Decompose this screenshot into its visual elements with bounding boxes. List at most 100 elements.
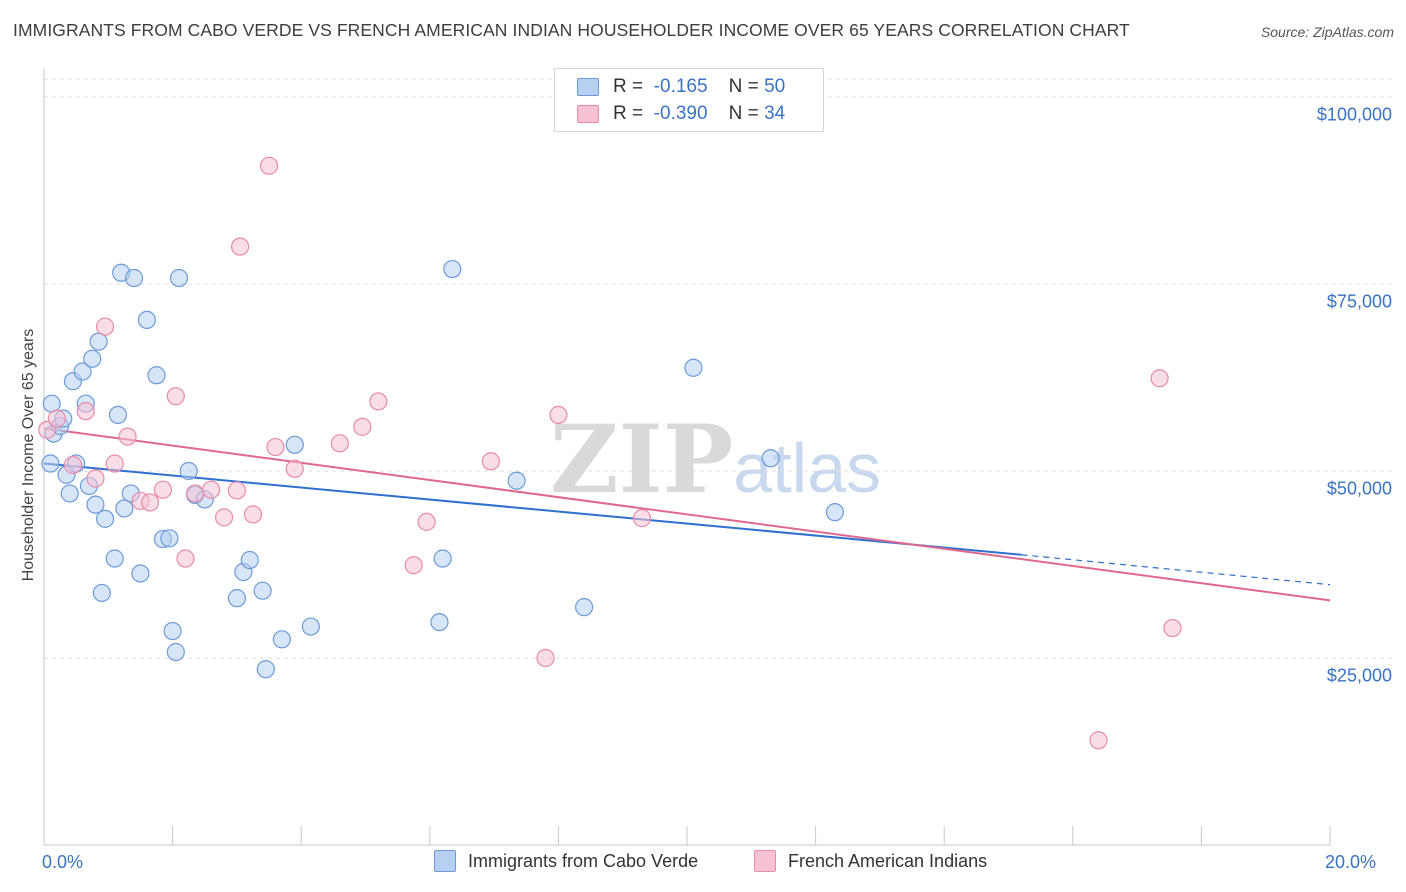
legend-n-value: 34 — [764, 103, 786, 124]
point-cabo-verde — [166, 642, 185, 662]
bottom-legend-swatch-pink — [754, 850, 776, 872]
point-cabo-verde — [108, 405, 128, 424]
point-cabo-verde — [115, 499, 134, 518]
x-tick-label-min: 0.0% — [42, 852, 84, 872]
legend-row-french-american-indians: R = -0.390 N = 34 — [577, 101, 785, 127]
correlation-legend: R = -0.165 N = 50 R = -0.390 N = 34 — [554, 68, 824, 132]
point-cabo-verde — [253, 581, 272, 600]
point-french-american-indians — [214, 508, 234, 527]
chart-title: IMMIGRANTS FROM CABO VERDE VS FRENCH AME… — [13, 20, 1130, 40]
watermark-zip: ZIP — [550, 405, 734, 515]
bottom-legend-label: Immigrants from Cabo Verde — [468, 850, 699, 871]
point-cabo-verde — [825, 503, 844, 522]
x-tick-label-max: 20.0% — [1325, 852, 1377, 872]
point-cabo-verde — [41, 454, 60, 473]
point-cabo-verde — [73, 362, 92, 381]
point-cabo-verde — [124, 268, 144, 288]
point-cabo-verde — [89, 332, 108, 351]
point-cabo-verde — [86, 495, 105, 514]
point-french-american-indians — [166, 387, 185, 406]
trend-line-cabo-verde-extension — [1021, 554, 1331, 586]
trend-line-french-american-indians — [43, 427, 1331, 602]
point-french-american-indians — [105, 454, 124, 473]
point-cabo-verde — [433, 549, 452, 568]
point-cabo-verde — [83, 349, 102, 368]
point-cabo-verde — [761, 449, 780, 468]
point-french-american-indians — [186, 484, 205, 503]
point-cabo-verde — [60, 484, 79, 503]
legend-r-value: -0.165 — [653, 76, 708, 97]
point-cabo-verde — [92, 583, 111, 603]
point-cabo-verde — [163, 621, 182, 641]
point-french-american-indians — [86, 469, 105, 488]
point-french-american-indians — [63, 455, 83, 475]
point-cabo-verde — [240, 550, 259, 570]
source-label: Source: ZipAtlas.com — [1260, 24, 1394, 40]
legend-n-value: 50 — [764, 76, 786, 97]
point-french-american-indians — [118, 427, 137, 446]
point-cabo-verde — [285, 435, 304, 454]
point-french-american-indians — [369, 392, 388, 411]
legend-n-label: N = — [728, 76, 759, 97]
y-tick-label: $50,000 — [1326, 478, 1392, 499]
point-french-american-indians — [285, 459, 304, 478]
point-french-american-indians — [417, 512, 436, 531]
point-french-american-indians — [266, 437, 285, 457]
trend-line-cabo-verde — [43, 462, 1022, 556]
point-french-american-indians — [632, 509, 652, 528]
bottom-legend-french-american-indians[interactable]: French American Indians — [754, 850, 987, 872]
legend-swatch-pink — [577, 105, 599, 123]
point-cabo-verde — [443, 259, 462, 279]
point-french-american-indians — [176, 549, 195, 568]
point-cabo-verde — [137, 310, 156, 330]
point-french-american-indians — [1163, 618, 1182, 638]
point-french-american-indians — [1150, 369, 1169, 388]
point-french-american-indians — [330, 434, 349, 453]
point-cabo-verde — [507, 471, 526, 490]
point-french-american-indians — [76, 402, 95, 421]
bottom-legend-swatch-blue — [434, 850, 456, 872]
point-cabo-verde — [147, 366, 166, 385]
point-cabo-verde — [169, 268, 189, 288]
y-tick-label: $100,000 — [1316, 104, 1392, 125]
legend-n-label: N = — [728, 103, 759, 124]
point-french-american-indians — [243, 505, 263, 524]
point-cabo-verde — [131, 564, 150, 583]
point-cabo-verde — [95, 509, 115, 528]
legend-r-value: -0.390 — [653, 103, 708, 124]
data-points — [38, 156, 1182, 750]
y-tick-label: $75,000 — [1326, 291, 1392, 312]
point-cabo-verde — [256, 660, 275, 679]
watermark-atlas: atlas — [733, 429, 882, 507]
point-french-american-indians — [549, 405, 568, 424]
point-cabo-verde — [575, 598, 594, 617]
watermark: ZIPatlas — [550, 405, 881, 515]
point-cabo-verde — [430, 612, 449, 632]
point-cabo-verde — [105, 549, 124, 568]
point-french-american-indians — [1089, 731, 1108, 750]
point-french-american-indians — [47, 409, 66, 428]
bottom-legend-cabo-verde[interactable]: Immigrants from Cabo Verde — [434, 850, 698, 872]
axes — [43, 68, 1331, 846]
trend-lines — [43, 427, 1331, 602]
point-french-american-indians — [231, 237, 250, 256]
point-cabo-verde — [684, 358, 703, 377]
point-french-american-indians — [404, 556, 423, 575]
legend-swatch-blue — [577, 78, 599, 96]
point-cabo-verde — [179, 461, 198, 481]
point-french-american-indians — [227, 481, 246, 500]
y-tick-label: $25,000 — [1326, 665, 1392, 686]
point-french-american-indians — [95, 317, 115, 336]
point-french-american-indians — [140, 493, 160, 512]
point-cabo-verde — [227, 589, 246, 608]
point-french-american-indians — [481, 452, 500, 471]
point-french-american-indians — [202, 480, 221, 499]
bottom-legend-label: French American Indians — [788, 850, 988, 871]
legend-row-cabo-verde: R = -0.165 N = 50 — [577, 74, 785, 100]
legend-r-label: R = — [613, 76, 644, 97]
point-french-american-indians — [353, 417, 372, 436]
point-french-american-indians — [153, 480, 173, 499]
point-french-american-indians — [536, 648, 555, 668]
legend-r-label: R = — [613, 103, 644, 124]
